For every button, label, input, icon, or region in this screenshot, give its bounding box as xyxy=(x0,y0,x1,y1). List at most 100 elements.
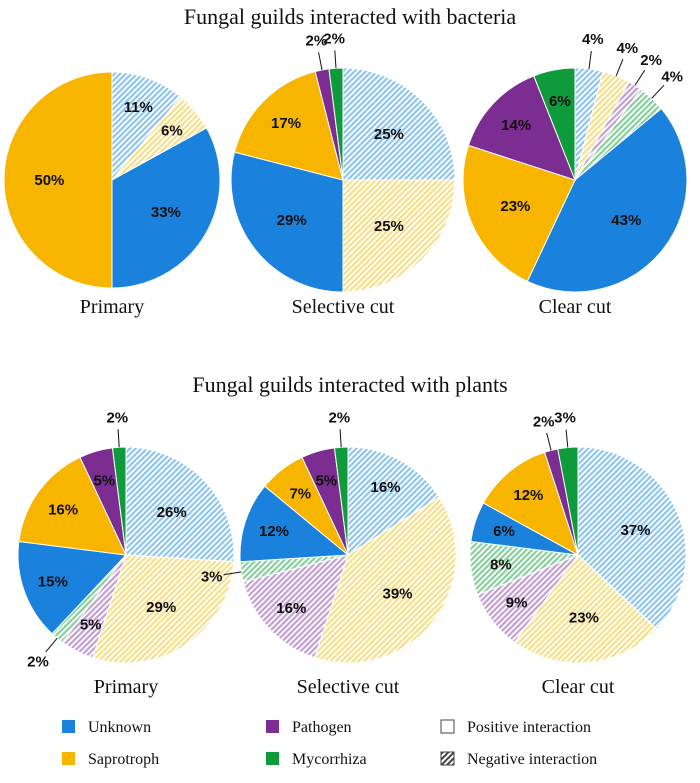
slice-label: 6% xyxy=(549,93,571,110)
legend-swatch xyxy=(440,719,455,734)
leader-line xyxy=(565,429,569,448)
slice-saprotroph-positive xyxy=(18,456,127,556)
slice-label: 23% xyxy=(500,198,530,215)
slice-saprotroph-positive xyxy=(233,70,344,181)
pie-label: Clear cut xyxy=(542,676,615,698)
slice-label: 4% xyxy=(582,31,604,48)
legend: Unknown Pathogen Positive interaction Sapro… xyxy=(62,719,597,768)
slice-label: 17% xyxy=(271,115,301,132)
slice-label: 33% xyxy=(151,204,181,221)
pie-bacteria-primary: 11% 6% 33% 50% Primary xyxy=(3,71,221,318)
slice-mycorrhiza-positive xyxy=(333,446,349,556)
slice-label: 5% xyxy=(80,616,102,633)
slice-unknown-positive xyxy=(239,485,350,563)
leader-line xyxy=(634,69,646,86)
slice-label: 2% xyxy=(640,52,662,69)
legend-item-negative-interaction: Negative interaction xyxy=(440,751,597,768)
pie-label: Clear cut xyxy=(539,296,612,318)
legend-swatch xyxy=(266,752,279,765)
legend-swatch xyxy=(266,720,279,733)
legend-label: Positive interaction xyxy=(467,719,591,736)
leader-line xyxy=(318,52,323,71)
slice-unknown-negative xyxy=(111,71,182,182)
slice-saprotroph-positive xyxy=(462,144,576,283)
slice-label: 23% xyxy=(569,609,599,626)
slice-label: 3% xyxy=(201,569,223,586)
leader-line xyxy=(615,58,624,77)
slice-label: 12% xyxy=(513,487,543,504)
pie-label: Primary xyxy=(94,676,158,698)
slice-label: 6% xyxy=(161,122,183,139)
slice-label: 9% xyxy=(506,595,528,612)
slice-label: 4% xyxy=(616,40,638,57)
slice-unknown-negative xyxy=(125,446,235,563)
slice-unknown-positive xyxy=(526,107,688,293)
slice-label: 5% xyxy=(93,472,115,489)
slice-label: 7% xyxy=(289,486,311,503)
legend-item-positive-interaction: Positive interaction xyxy=(440,719,591,736)
slice-label: 5% xyxy=(315,472,337,489)
slice-label: 6% xyxy=(493,523,515,540)
slice-label: 29% xyxy=(146,599,176,616)
legend-swatch xyxy=(440,751,455,766)
leader-line xyxy=(223,571,242,576)
legend-label: Mycorrhiza xyxy=(292,751,367,768)
leader-line xyxy=(339,429,342,448)
slice-label: 16% xyxy=(276,600,306,617)
slice-mycorrhiza-positive xyxy=(533,67,576,181)
pie-bacteria-selective-cut: 25% 25% 29% 17% 2%2% Selective cut xyxy=(230,30,456,318)
slice-label: 50% xyxy=(34,172,64,189)
slice-label: 3% xyxy=(554,410,576,427)
pie-plants-primary: 26% 29% 5% 2% 15% 16% 5% 2% Primary xyxy=(17,409,235,698)
legend-item-mycorrhiza: Mycorrhiza xyxy=(266,751,367,768)
slice-unknown-positive xyxy=(111,127,221,289)
slice-label: 25% xyxy=(374,218,404,235)
leader-line xyxy=(546,432,552,451)
slice-label: 25% xyxy=(374,126,404,143)
slice-saprotroph-negative xyxy=(342,179,456,293)
slice-label: 2% xyxy=(323,30,345,47)
slice-saprotroph-negative xyxy=(91,554,235,664)
slice-label: 2% xyxy=(27,653,49,670)
slice-label: 2% xyxy=(533,413,555,430)
slice-unknown-negative xyxy=(342,67,456,181)
legend-swatch xyxy=(62,720,75,733)
slice-saprotroph-negative xyxy=(313,496,457,664)
leader-line xyxy=(334,50,337,69)
slice-unknown-positive xyxy=(17,540,128,635)
pie-bacteria-clear-cut: 4%4%2%4%43%23%14%6%Clear cut xyxy=(462,31,688,318)
legend-item-pathogen: Pathogen xyxy=(266,719,352,736)
pie-plants-clear-cut: 37% 23% 9% 8% 6% 12% 2% 3% Clear cut xyxy=(469,410,687,698)
slice-label: 26% xyxy=(157,504,187,521)
title-bacteria: Fungal guilds interacted with bacteria xyxy=(184,4,517,29)
leader-line xyxy=(117,429,120,448)
legend-label: Saprotroph xyxy=(88,751,159,768)
slice-unknown-negative xyxy=(347,446,440,556)
legend-label: Unknown xyxy=(88,719,151,736)
pie-label: Primary xyxy=(80,296,144,318)
slice-saprotroph-positive xyxy=(482,451,579,557)
leader-line xyxy=(588,50,592,69)
slice-label: 2% xyxy=(328,409,350,426)
pie-label: Selective cut xyxy=(292,296,395,318)
legend-item-unknown: Unknown xyxy=(62,719,151,736)
slice-label: 43% xyxy=(611,212,641,229)
pie-charts: 11%6%33%50%Primary25%25%29%17%2%2%Select… xyxy=(3,30,688,698)
slice-label: 15% xyxy=(38,573,68,590)
slice-label: 8% xyxy=(490,557,512,574)
title-plants: Fungal guilds interacted with plants xyxy=(192,372,507,397)
slice-label: 16% xyxy=(48,501,78,518)
legend-label: Negative interaction xyxy=(467,751,597,768)
slice-label: 14% xyxy=(501,117,531,134)
pie-label: Selective cut xyxy=(297,676,400,698)
leader-line xyxy=(651,84,665,99)
slice-mycorrhiza-positive xyxy=(111,446,127,556)
legend-label: Pathogen xyxy=(292,719,352,736)
slice-label: 37% xyxy=(620,522,650,539)
leader-line xyxy=(45,637,58,653)
slice-label: 39% xyxy=(382,585,412,602)
slice-mycorrhiza-positive xyxy=(328,67,344,181)
slice-saprotroph-negative xyxy=(513,554,658,664)
slice-pathogen-negative xyxy=(242,554,349,659)
